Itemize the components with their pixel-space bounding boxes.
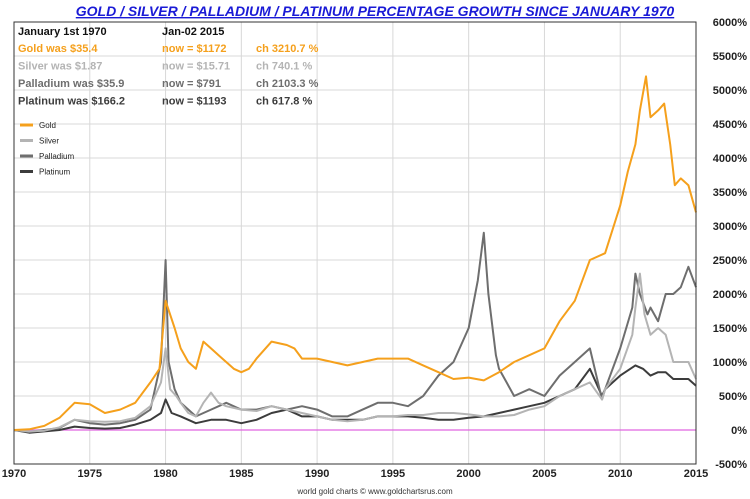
x-axis: 1970 1975 1980 1985 1990 1995 2000 2005 2010 2015: [2, 468, 708, 480]
info-now-value: now = $1172: [162, 43, 227, 55]
y-tick-label: -500%: [715, 459, 747, 471]
x-tick-label: 1995: [381, 468, 405, 480]
x-tick-label: 2000: [456, 468, 480, 480]
x-tick-label: 2005: [532, 468, 556, 480]
y-tick-label: 2500%: [713, 255, 747, 267]
chart-title: GOLD / SILVER / PALLADIUM / PLATINUM PER…: [76, 3, 675, 19]
x-tick-label: 1980: [153, 468, 177, 480]
y-tick-label: 6000%: [713, 17, 747, 29]
x-tick-label: 1975: [78, 468, 102, 480]
legend: Gold Silver Palladium Platinum: [20, 121, 74, 177]
y-tick-label: 3000%: [713, 221, 747, 233]
info-was-value: Palladium was $35.9: [18, 78, 124, 90]
legend-label-silver: Silver: [39, 137, 59, 146]
x-tick-label: 1990: [305, 468, 329, 480]
series-line-gold: [13, 75, 697, 431]
y-tick-label: 1500%: [713, 323, 747, 335]
info-was-value: Platinum was $166.2: [18, 96, 125, 108]
y-tick-label: 2000%: [713, 289, 747, 301]
y-tick-label: 1000%: [713, 357, 747, 369]
plot-frame: [13, 21, 697, 465]
x-tick-label: 2015: [684, 468, 708, 480]
y-tick-label: 500%: [719, 391, 747, 403]
info-was-value: Gold was $35.4: [18, 43, 98, 55]
info-was-value: Silver was $1.87: [18, 61, 102, 73]
info-change-value: ch 617.8 %: [256, 96, 312, 108]
info-rows: Gold was $35.4 now = $1172 ch 3210.7 % Silv…: [18, 43, 319, 108]
x-tick-label: 1970: [2, 468, 26, 480]
y-tick-label: 4500%: [713, 119, 747, 131]
y-tick-label: 3500%: [713, 187, 747, 199]
info-start-date: January 1st 1970: [18, 26, 107, 38]
x-tick-label: 2010: [608, 468, 632, 480]
y-tick-label: 0%: [731, 425, 747, 437]
legend-label-gold: Gold: [39, 121, 56, 130]
y-tick-label: 5000%: [713, 85, 747, 97]
series-layer: [13, 75, 697, 434]
info-change-value: ch 3210.7 %: [256, 43, 319, 55]
info-change-value: ch 740.1 %: [256, 61, 312, 73]
footer-credit: world gold charts © www.goldchartsrus.co…: [296, 487, 453, 496]
legend-label-palladium: Palladium: [39, 152, 74, 161]
info-now-value: now = $1193: [162, 96, 227, 108]
x-tick-label: 1985: [229, 468, 253, 480]
info-end-date: Jan-02 2015: [162, 26, 224, 38]
info-change-value: ch 2103.3 %: [256, 78, 319, 90]
info-panel: January 1st 1970 Jan-02 2015 Gold was $3…: [18, 26, 319, 108]
y-tick-label: 5500%: [713, 51, 747, 63]
y-axis: 6000% 5500% 5000% 4500% 4000% 3500% 3000% 2500%…: [713, 17, 747, 471]
info-now-value: now = $791: [162, 78, 221, 90]
info-now-value: now = $15.71: [162, 61, 230, 73]
legend-label-platinum: Platinum: [39, 168, 70, 177]
series-line-silver: [13, 272, 697, 433]
y-tick-label: 4000%: [713, 153, 747, 165]
